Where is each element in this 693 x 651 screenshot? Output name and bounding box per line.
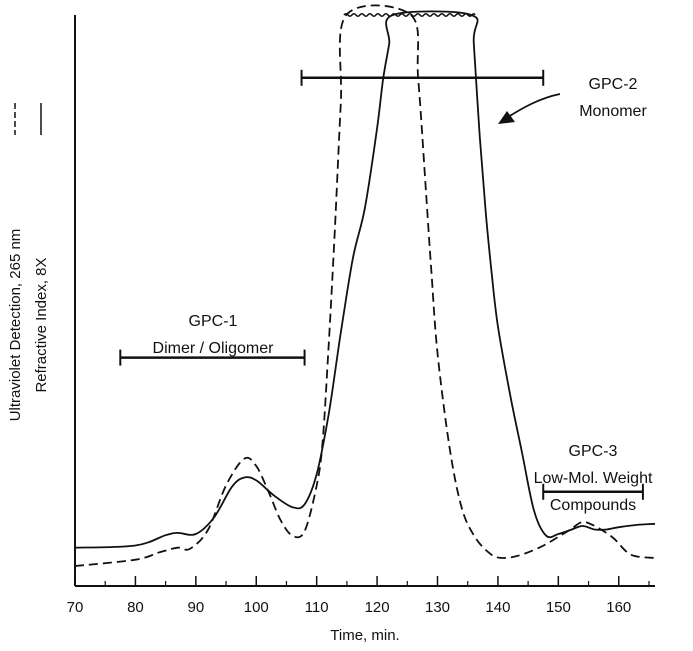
x-tick-label: 160: [606, 599, 631, 616]
fraction-ranges: GPC-1 Dimer / Oligomer GPC-2 Monomer GPC-3 Lo…: [119, 69, 653, 514]
off-scale-clip-line: [343, 13, 476, 17]
x-axis-title: Time, min.: [330, 627, 399, 644]
x-tick-label: 70: [67, 599, 84, 616]
x-tick-label: 80: [127, 599, 144, 616]
y-axis-title-line: Ultraviolet Detection, 265 nm: [7, 229, 24, 422]
gpc2-arrow: [504, 93, 561, 120]
range-label: GPC-2: [589, 76, 638, 93]
range-label: GPC-1: [189, 313, 238, 330]
x-tick-label: 110: [305, 599, 329, 616]
axes: [74, 15, 655, 587]
series-refractive-index: [74, 10, 656, 549]
series-uv-265nm: [74, 4, 656, 567]
gpc2-arrowhead: [498, 111, 515, 124]
x-tick-label: 100: [244, 599, 269, 616]
y-axis-title-line: Refractive Index, 8X: [33, 257, 50, 392]
range-label: Monomer: [579, 103, 647, 120]
x-tick-label: 150: [546, 599, 571, 616]
x-tick-label: 130: [425, 599, 450, 616]
range-label: Dimer / Oligomer: [153, 340, 275, 357]
x-tick-label: 120: [365, 599, 390, 616]
x-tick-label: 90: [187, 599, 204, 616]
range-label: GPC-3: [569, 443, 618, 460]
x-tick-label: 140: [485, 599, 510, 616]
data-series: [74, 4, 656, 567]
axis-labels: 70 80 90 100 110 120 130 140 150 160 Time, min. Ult…: [7, 103, 631, 644]
range-label: Low-Mol. Weight: [534, 470, 653, 487]
range-label: Compounds: [550, 497, 636, 514]
